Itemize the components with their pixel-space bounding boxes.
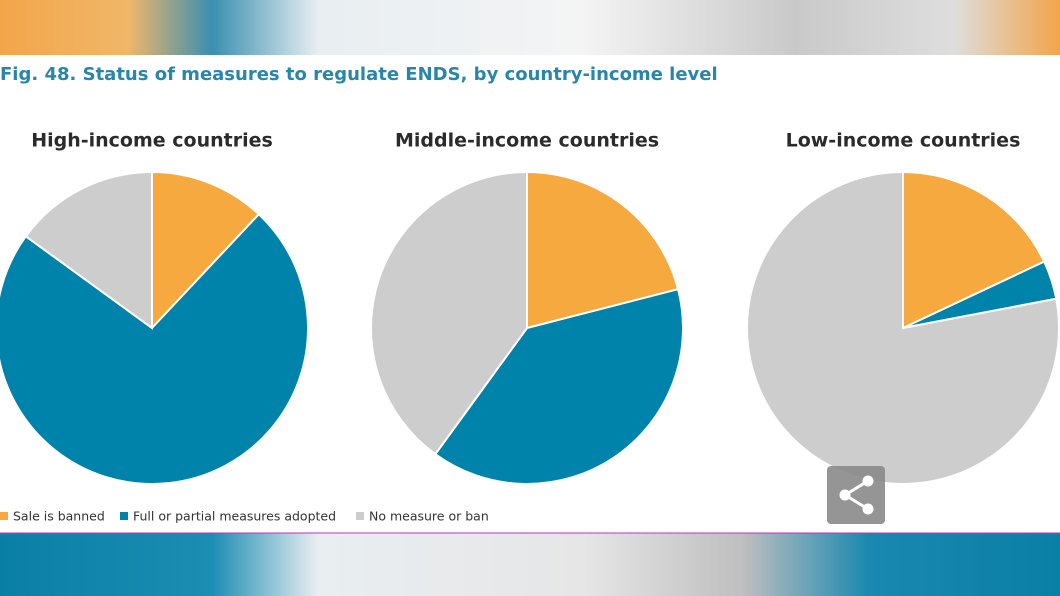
legend-label: Sale is banned	[13, 509, 105, 524]
pie-title: High-income countries	[31, 130, 273, 152]
pie-slice	[151, 170, 261, 331]
figure-title: Fig. 48. Status of measures to regulate …	[0, 64, 718, 85]
legend-label: Full or partial measures adopted	[133, 509, 336, 524]
legend-swatch	[356, 512, 364, 520]
legend-label: No measure or ban	[369, 509, 489, 524]
pie-slice	[24, 170, 153, 330]
bottom-decor-band	[0, 533, 1060, 596]
legend-swatch	[120, 512, 128, 520]
legend-swatch	[0, 512, 8, 520]
pie-slice	[746, 170, 1060, 485]
pies: High-income countries Middle-income count…	[0, 130, 1060, 485]
pie-slice	[902, 170, 1046, 330]
pie-slice	[0, 212, 309, 485]
share-button[interactable]	[827, 466, 885, 524]
pie-slice	[433, 287, 684, 485]
top-decor-band	[0, 0, 1060, 55]
legend: Sale is banned Full or partial measures a…	[0, 509, 489, 524]
pie-slice	[526, 170, 680, 330]
pie-slice	[370, 170, 528, 456]
pie-title: Low-income countries	[786, 130, 1021, 152]
pie-title: Middle-income countries	[395, 130, 659, 152]
